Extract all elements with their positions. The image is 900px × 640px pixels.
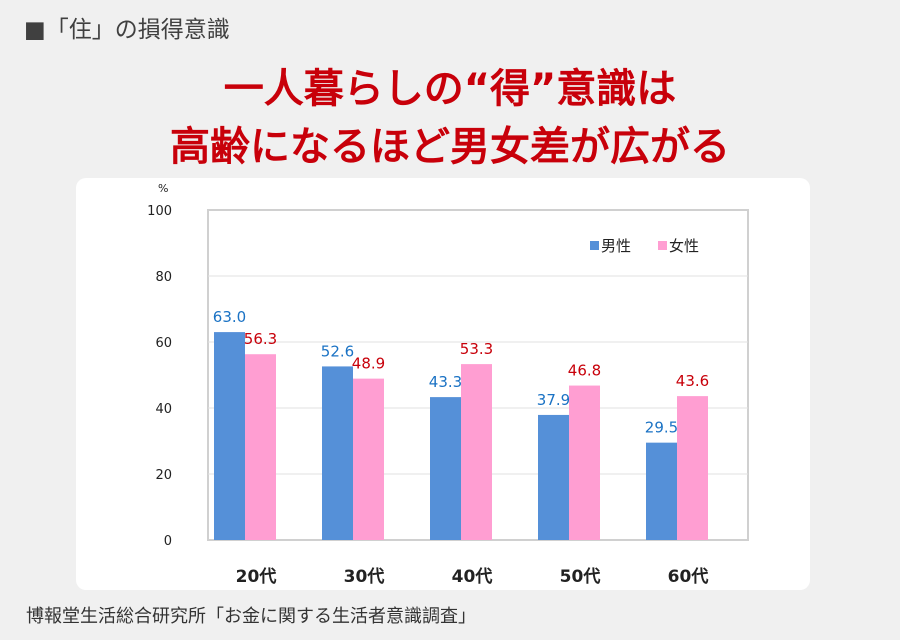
x-tick-label: 30代 [344, 566, 385, 587]
section-heading: ■「住」の損得意識 [24, 17, 230, 43]
bar-male [214, 332, 245, 540]
y-tick-label: 0 [164, 534, 172, 549]
bar-female [677, 396, 708, 540]
data-label: 52.6 [321, 342, 354, 360]
x-tick-label: 40代 [452, 566, 493, 587]
data-label: 48.9 [352, 355, 385, 373]
title-line-2: 高齢になるほど男女差が広がる [170, 124, 730, 170]
legend-swatch [590, 241, 599, 250]
legend-label: 女性 [669, 237, 699, 255]
x-tick-label: 60代 [668, 566, 709, 587]
data-label: 53.3 [460, 340, 493, 358]
data-label: 46.8 [568, 362, 601, 380]
source-note: 博報堂生活総合研究所「お金に関する生活者意識調査」 [26, 606, 476, 627]
data-label: 37.9 [537, 391, 570, 409]
data-label: 43.6 [676, 372, 709, 390]
bar-female [353, 378, 384, 540]
bar-female [569, 385, 600, 540]
x-tick-label: 20代 [236, 566, 277, 587]
data-label: 43.3 [429, 373, 462, 391]
y-tick-label: 60 [155, 336, 172, 351]
bar-male [322, 366, 353, 540]
bar-male [430, 397, 461, 540]
data-label: 29.5 [645, 419, 678, 437]
x-tick-label: 50代 [560, 566, 601, 587]
page-title: 一人暮らしの“得”意識は 高齢になるほど男女差が広がる [0, 60, 900, 176]
data-label: 56.3 [244, 330, 277, 348]
y-tick-label: 40 [155, 402, 172, 417]
title-line-1: 一人暮らしの“得”意識は [223, 66, 677, 112]
legend-swatch [658, 241, 667, 250]
y-tick-label: 20 [155, 468, 172, 483]
bar-male [646, 442, 677, 540]
y-tick-label: 100 [147, 204, 172, 219]
y-tick-label: 80 [155, 270, 172, 285]
legend-label: 男性 [601, 237, 631, 255]
bar-female [245, 354, 276, 540]
data-label: 63.0 [213, 308, 246, 326]
y-unit-label: % [158, 182, 168, 195]
bar-female [461, 364, 492, 540]
bar-male [538, 414, 569, 540]
